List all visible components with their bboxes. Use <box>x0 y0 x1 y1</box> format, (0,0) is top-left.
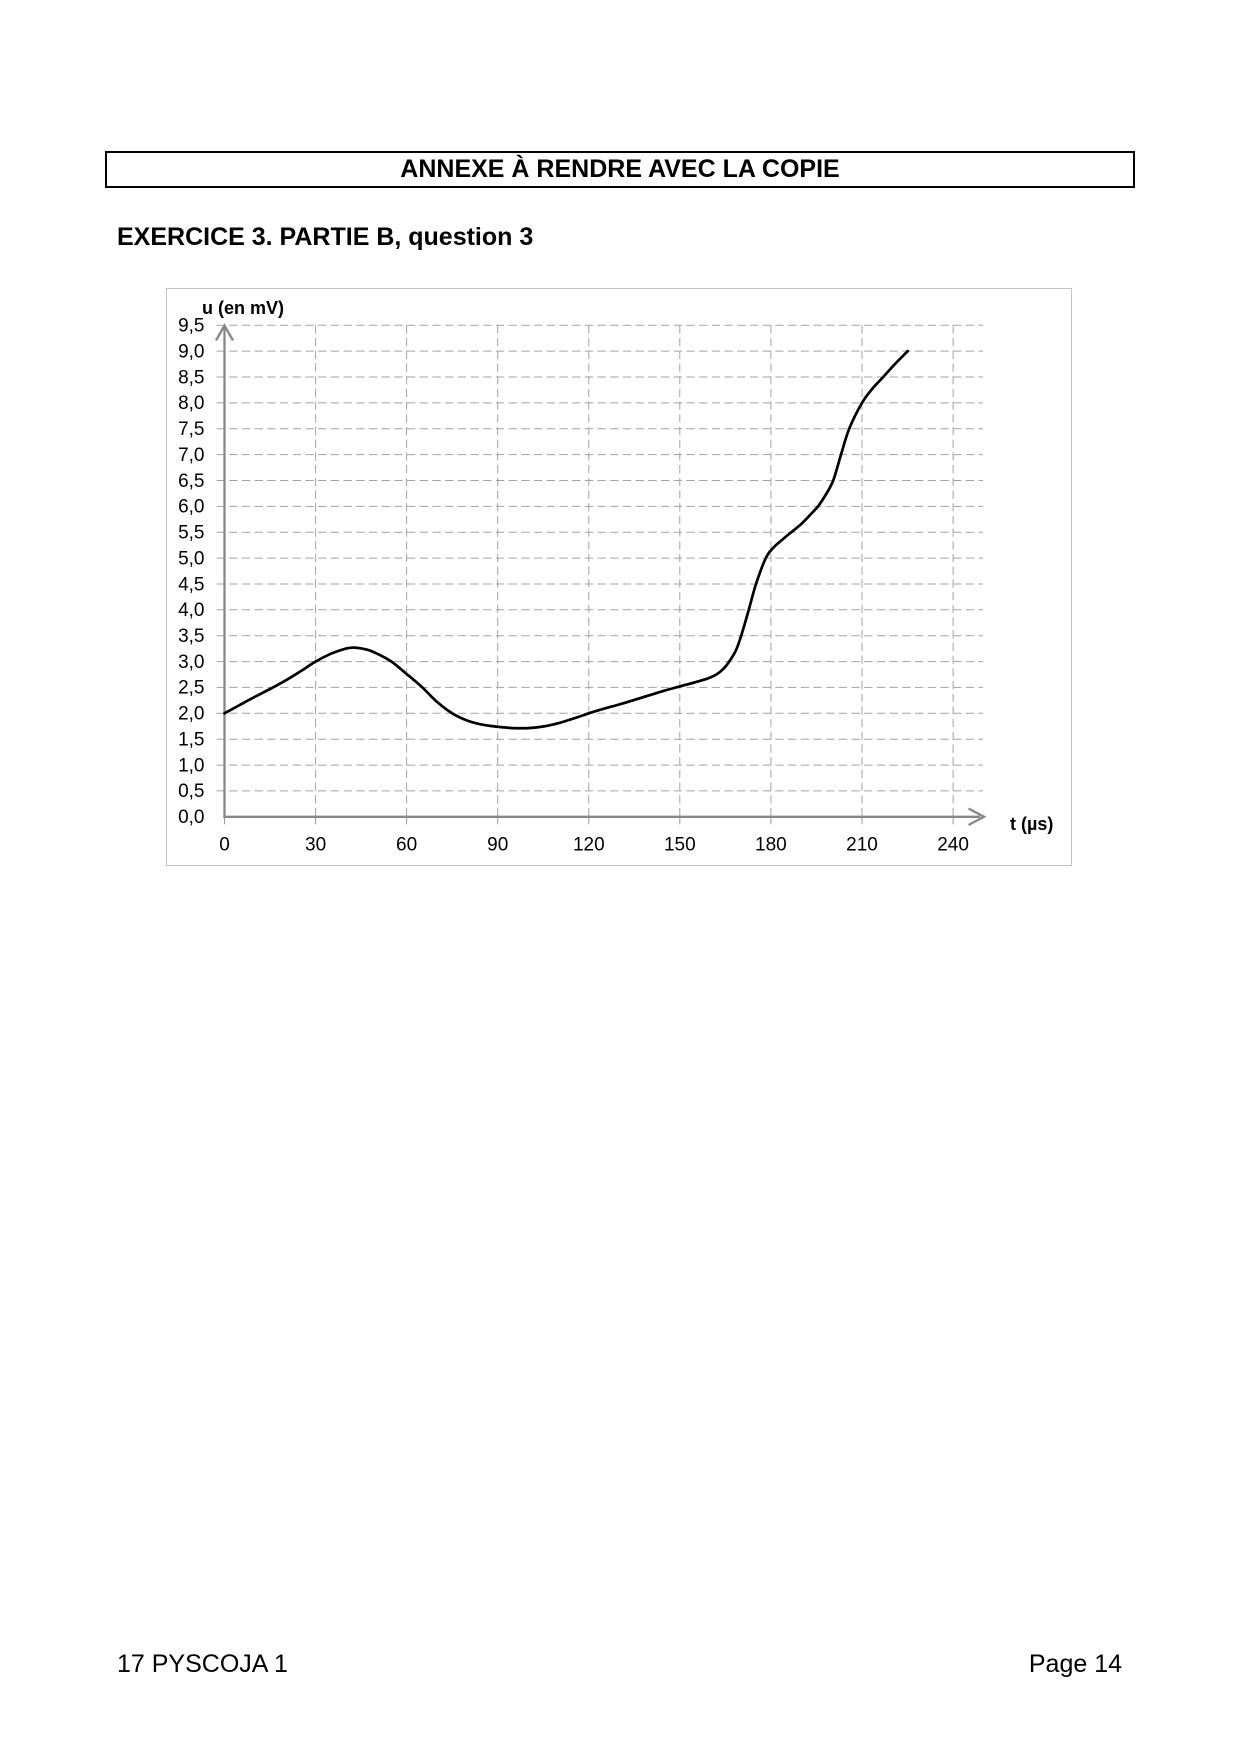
svg-text:2,0: 2,0 <box>178 704 204 725</box>
svg-text:6,0: 6,0 <box>178 497 204 518</box>
svg-text:240: 240 <box>937 835 969 856</box>
svg-text:60: 60 <box>396 835 417 856</box>
svg-text:u (en mV): u (en mV) <box>202 298 284 318</box>
svg-text:1,0: 1,0 <box>178 755 204 776</box>
svg-text:2,5: 2,5 <box>178 678 204 699</box>
svg-text:180: 180 <box>755 835 787 856</box>
svg-text:5,0: 5,0 <box>178 548 204 569</box>
svg-text:7,5: 7,5 <box>178 419 204 440</box>
svg-text:7,0: 7,0 <box>178 445 204 466</box>
svg-text:8,5: 8,5 <box>178 367 204 388</box>
svg-text:5,5: 5,5 <box>178 523 204 544</box>
svg-text:9,5: 9,5 <box>178 316 204 337</box>
svg-text:4,0: 4,0 <box>178 600 204 621</box>
svg-text:0: 0 <box>219 835 230 856</box>
svg-text:3,0: 3,0 <box>178 652 204 673</box>
svg-text:8,0: 8,0 <box>178 393 204 414</box>
svg-text:30: 30 <box>305 835 326 856</box>
svg-text:3,5: 3,5 <box>178 626 204 647</box>
svg-text:1,5: 1,5 <box>178 730 204 751</box>
svg-text:120: 120 <box>573 835 605 856</box>
svg-text:t (µs): t (µs) <box>1010 814 1053 834</box>
svg-text:4,5: 4,5 <box>178 574 204 595</box>
svg-text:6,5: 6,5 <box>178 471 204 492</box>
svg-text:0,0: 0,0 <box>178 807 204 828</box>
svg-text:90: 90 <box>487 835 508 856</box>
svg-text:0,5: 0,5 <box>178 781 204 802</box>
svg-text:150: 150 <box>664 835 696 856</box>
svg-text:210: 210 <box>846 835 878 856</box>
svg-text:9,0: 9,0 <box>178 341 204 362</box>
